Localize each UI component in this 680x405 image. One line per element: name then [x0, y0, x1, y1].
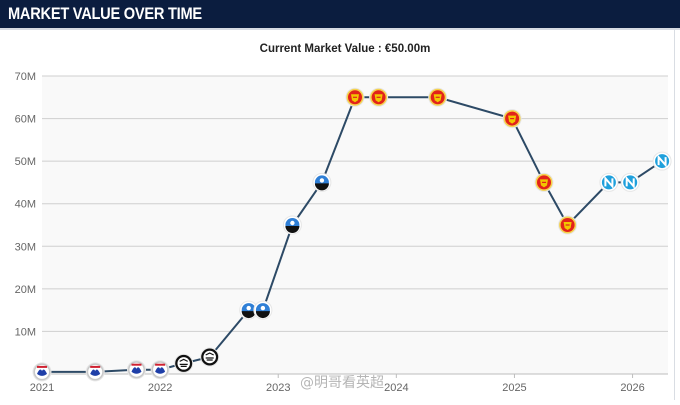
man-united-crest-icon[interactable]	[502, 109, 522, 129]
x-tick-label: 2024	[384, 382, 408, 394]
x-axis-ticks: 2021 2022 2023 2024 2025 2026	[30, 374, 645, 394]
chart-svg: Current Market Value : €50.00m 10M 20M 30M…	[15, 43, 672, 394]
atalanta-crest-icon[interactable]	[312, 172, 332, 192]
market-value-chart: Current Market Value : €50.00m 10M 20M 30M…	[0, 30, 680, 400]
copenhagen-crest-icon[interactable]	[150, 360, 170, 380]
x-tick-label: 2026	[620, 382, 644, 394]
x-tick-label: 2023	[266, 382, 290, 394]
y-axis-ticks: 10M 20M 30M 40M 50M 60M 70M	[15, 71, 36, 338]
watermark-text: @明哥看英超	[300, 375, 384, 391]
napoli-crest-icon[interactable]	[620, 172, 640, 192]
napoli-crest-icon[interactable]	[652, 151, 672, 171]
x-tick-label: 2021	[30, 382, 54, 394]
copenhagen-crest-icon[interactable]	[32, 362, 52, 382]
y-tick-label: 10M	[15, 326, 36, 338]
paok-crest-icon[interactable]	[174, 353, 194, 373]
atalanta-crest-icon[interactable]	[282, 215, 302, 235]
y-tick-label: 20M	[15, 284, 36, 296]
panel-border	[674, 30, 675, 400]
atalanta-crest-icon[interactable]	[253, 300, 273, 320]
man-united-crest-icon[interactable]	[534, 172, 554, 192]
chart-title: Current Market Value : €50.00m	[260, 43, 431, 55]
copenhagen-crest-icon[interactable]	[85, 362, 105, 382]
atalanta-crest-icon[interactable]	[239, 300, 259, 320]
copenhagen-crest-icon[interactable]	[127, 360, 146, 380]
y-tick-label: 30M	[15, 241, 36, 253]
y-tick-label: 40M	[15, 199, 36, 211]
y-tick-label: 60M	[15, 114, 36, 126]
y-tick-label: 70M	[15, 71, 36, 83]
section-title: MARKET VALUE OVER TIME	[8, 4, 202, 23]
napoli-crest-icon[interactable]	[599, 172, 619, 192]
header-bar: MARKET VALUE OVER TIME	[0, 0, 680, 30]
paok-crest-icon[interactable]	[200, 347, 220, 367]
man-united-crest-icon[interactable]	[558, 215, 578, 235]
x-tick-label: 2022	[148, 382, 172, 394]
x-tick-label: 2025	[502, 382, 526, 394]
man-united-crest-icon[interactable]	[345, 87, 365, 107]
man-united-crest-icon[interactable]	[428, 87, 448, 107]
man-united-crest-icon[interactable]	[369, 87, 389, 107]
y-tick-label: 50M	[15, 156, 36, 168]
club-markers	[32, 87, 672, 382]
grid-lines	[42, 75, 668, 375]
